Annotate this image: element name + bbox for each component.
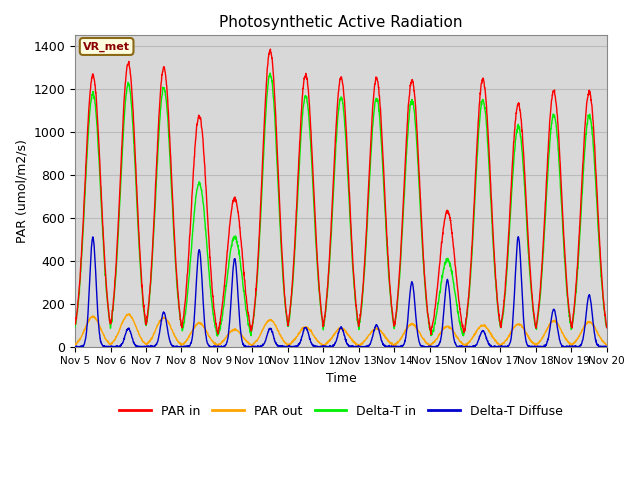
X-axis label: Time: Time [326, 372, 356, 385]
Text: VR_met: VR_met [83, 41, 130, 52]
Y-axis label: PAR (umol/m2/s): PAR (umol/m2/s) [15, 139, 28, 243]
Title: Photosynthetic Active Radiation: Photosynthetic Active Radiation [219, 15, 463, 30]
Legend: PAR in, PAR out, Delta-T in, Delta-T Diffuse: PAR in, PAR out, Delta-T in, Delta-T Dif… [115, 400, 568, 423]
